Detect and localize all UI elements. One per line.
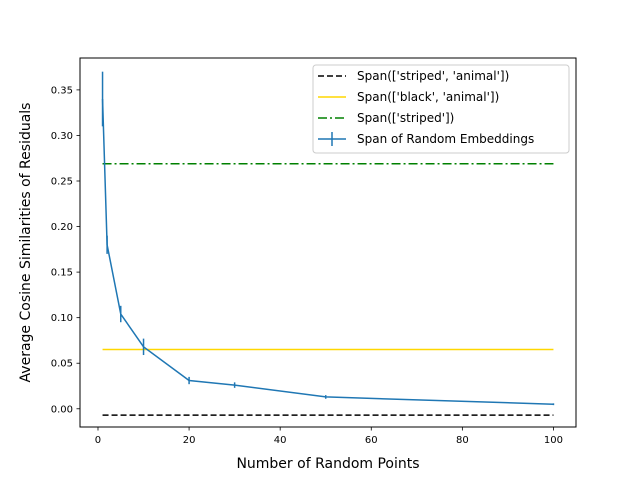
plot-area: [101, 71, 555, 416]
x-tick-label: 0: [95, 435, 101, 446]
x-tick-label: 100: [544, 435, 563, 446]
y-tick-label: 0.35: [51, 85, 73, 96]
legend-entry-3: Span of Random Embeddings: [357, 132, 534, 146]
y-tick-label: 0.30: [51, 131, 73, 142]
legend-entry-2: Span(['striped']): [357, 111, 454, 125]
x-tick-label: 20: [183, 435, 196, 446]
legend-entry-1: Span(['black', 'animal']): [357, 90, 499, 104]
x-tick-label: 60: [365, 435, 378, 446]
y-tick-label: 0.15: [51, 268, 73, 279]
y-tick-label: 0.05: [51, 359, 73, 370]
y-tick-label: 0.00: [51, 404, 73, 415]
legend: Span(['striped', 'animal']) Span(['black'…: [312, 64, 570, 154]
x-axis-label: Number of Random Points: [236, 456, 419, 472]
y-tick-label: 0.10: [51, 313, 73, 324]
y-axis-label: Average Cosine Similarities of Residuals: [18, 103, 34, 383]
series-line-3: [101, 98, 554, 405]
legend-entry-0: Span(['striped', 'animal']): [357, 69, 509, 83]
x-tick-label: 80: [456, 435, 469, 446]
y-axis: 0.00 0.05 0.10 0.15 0.20 0.25 0.30 0.35: [51, 85, 80, 415]
y-tick-label: 0.25: [51, 177, 73, 188]
x-tick-label: 40: [274, 435, 287, 446]
x-axis: 0 20 40 60 80 100: [95, 427, 563, 446]
y-tick-label: 0.20: [51, 222, 73, 233]
legend-box: [312, 64, 570, 154]
axes-frame: [79, 57, 577, 428]
